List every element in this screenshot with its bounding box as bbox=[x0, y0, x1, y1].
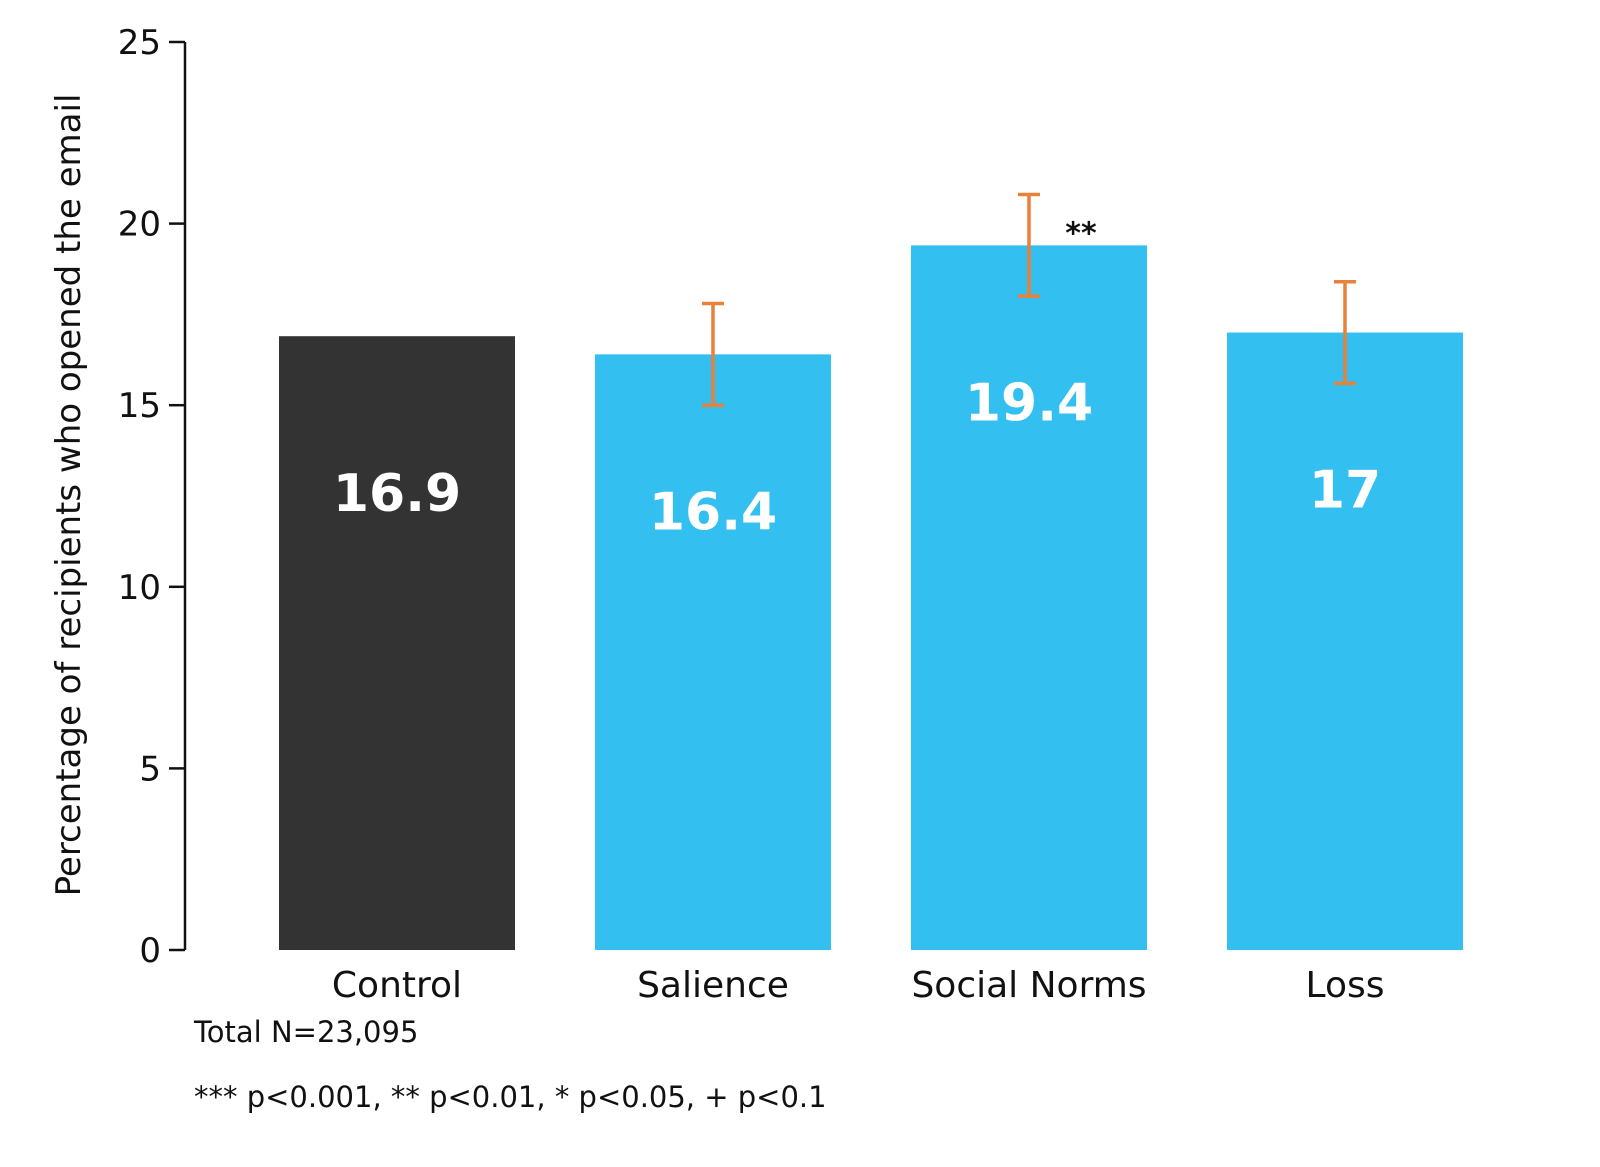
total-n-note: Total N=23,095 bbox=[193, 1015, 418, 1049]
x-category-label: Control bbox=[332, 965, 462, 1006]
y-tick-label: 0 bbox=[139, 931, 161, 971]
error-bars-group bbox=[702, 192, 1356, 407]
bar-salience bbox=[595, 354, 831, 950]
x-category-label: Social Norms bbox=[911, 965, 1146, 1006]
bar-control bbox=[279, 336, 515, 950]
bar-value-label: 16.9 bbox=[333, 464, 461, 524]
significance-key-note: *** p<0.001, ** p<0.01, * p<0.05, + p<0.… bbox=[194, 1080, 827, 1114]
labels-group: 16.9 Control 16.4 Salience 19.4 Social Norms *… bbox=[332, 216, 1385, 1006]
y-tick-label: 5 bbox=[139, 749, 161, 789]
y-axis: 0 5 10 15 20 25 bbox=[118, 23, 187, 971]
bar-loss bbox=[1227, 332, 1463, 950]
y-tick-label: 15 bbox=[118, 386, 161, 426]
y-tick-label: 10 bbox=[118, 568, 161, 608]
bar-value-label: 19.4 bbox=[965, 373, 1093, 433]
bars-group bbox=[279, 245, 1463, 951]
bar-social-norms bbox=[911, 245, 1147, 951]
y-tick-label: 20 bbox=[118, 205, 161, 245]
bar-value-label: 16.4 bbox=[649, 482, 777, 542]
x-category-label: Loss bbox=[1306, 965, 1385, 1006]
significance-marker: ** bbox=[1065, 216, 1097, 251]
x-category-label: Salience bbox=[637, 965, 789, 1006]
y-axis-title: Percentage of recipients who opened the … bbox=[49, 94, 89, 897]
bar-value-label: 17 bbox=[1309, 461, 1381, 521]
y-tick-label: 25 bbox=[118, 23, 161, 63]
